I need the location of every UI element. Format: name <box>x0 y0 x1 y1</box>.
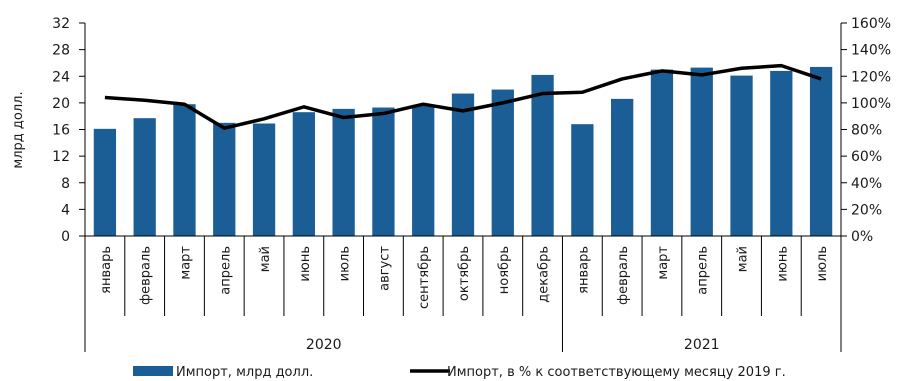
y-left-tick-label: 8 <box>61 176 70 192</box>
y-right-tick-label: 40% <box>851 176 882 192</box>
bar <box>173 104 196 236</box>
x-tick-label: июль <box>815 246 830 281</box>
x-tick-label: апрель <box>696 246 711 295</box>
bar <box>332 108 355 236</box>
y-left-tick-label: 20 <box>52 96 70 112</box>
y-right-tick-label: 0% <box>851 229 873 245</box>
x-tick-label: апрель <box>218 246 233 295</box>
year-labels: 2020 2021 <box>306 337 720 353</box>
x-tick-label: февраль <box>616 246 631 305</box>
y-left-tick-label: 0 <box>61 229 70 245</box>
x-tick-label: февраль <box>139 246 154 305</box>
y-right-tick-label: 20% <box>851 202 882 218</box>
bar <box>531 74 554 236</box>
x-tick-label: сентябрь <box>417 246 432 309</box>
bar <box>571 124 594 236</box>
x-tick-label: июль <box>338 246 353 281</box>
year-label: 2021 <box>684 337 720 353</box>
bar <box>611 98 634 236</box>
bar <box>292 112 315 236</box>
y-right-tick-label: 160% <box>851 16 891 32</box>
x-tick-label: ноябрь <box>497 246 512 294</box>
x-tick-label: июнь <box>298 246 313 282</box>
series-line <box>104 63 822 130</box>
bar <box>690 67 713 236</box>
x-tick-label: март <box>178 246 193 280</box>
y-left-tick-label: 28 <box>52 43 70 59</box>
axes <box>79 22 847 352</box>
y-left-tick-label: 12 <box>52 149 70 165</box>
x-tick-labels: январь февраль март апрель май июнь июль август… <box>99 246 830 309</box>
legend-line-label: Импорт, в % к соответствующему месяцу 20… <box>447 365 786 380</box>
y-left-tick-label: 16 <box>52 123 70 139</box>
bar <box>93 128 117 236</box>
line-series <box>104 63 822 130</box>
bar <box>809 66 833 237</box>
x-tick-label: май <box>258 246 273 272</box>
y-right-tick-label: 80% <box>851 123 882 139</box>
bar <box>491 89 514 236</box>
x-tick-label: май <box>736 246 751 272</box>
bar <box>213 122 236 236</box>
y-left-tick-label: 24 <box>52 69 70 85</box>
x-tick-label: март <box>656 246 671 280</box>
bar <box>412 104 435 236</box>
x-tick-label: июнь <box>775 246 790 282</box>
legend-bar-label: Импорт, млрд долл. <box>176 365 313 380</box>
y-left-tick-label: 4 <box>61 202 70 218</box>
bar <box>650 69 674 236</box>
y-left-tick-label: 32 <box>52 16 70 32</box>
y-right-tick-label: 120% <box>851 69 891 85</box>
x-tick-label: август <box>377 246 392 291</box>
x-tick-label: октябрь <box>457 246 472 301</box>
y-left-tick-labels: 0 4 8 12 16 20 24 28 32 <box>52 16 70 245</box>
bar <box>770 70 793 236</box>
bar <box>252 123 276 236</box>
x-tick-label: декабрь <box>537 246 552 303</box>
y-right-tick-label: 100% <box>851 96 891 112</box>
year-label: 2020 <box>306 337 342 353</box>
y-axis-title: млрд долл. <box>11 91 26 168</box>
x-tick-label: январь <box>99 246 114 294</box>
y-right-tick-label: 60% <box>851 149 882 165</box>
legend: Импорт, млрд долл. Импорт, в % к соответ… <box>133 365 786 380</box>
bar <box>133 118 156 236</box>
bars <box>93 66 833 237</box>
x-tick-label: январь <box>576 246 591 294</box>
y-right-tick-labels: 0% 20% 40% 60% 80% 100% 120% 140% 160% <box>851 16 891 245</box>
legend-bar-swatch <box>133 366 173 376</box>
bar <box>372 107 395 236</box>
y-right-tick-label: 140% <box>851 43 891 59</box>
bar <box>451 93 475 237</box>
bar <box>730 75 753 236</box>
